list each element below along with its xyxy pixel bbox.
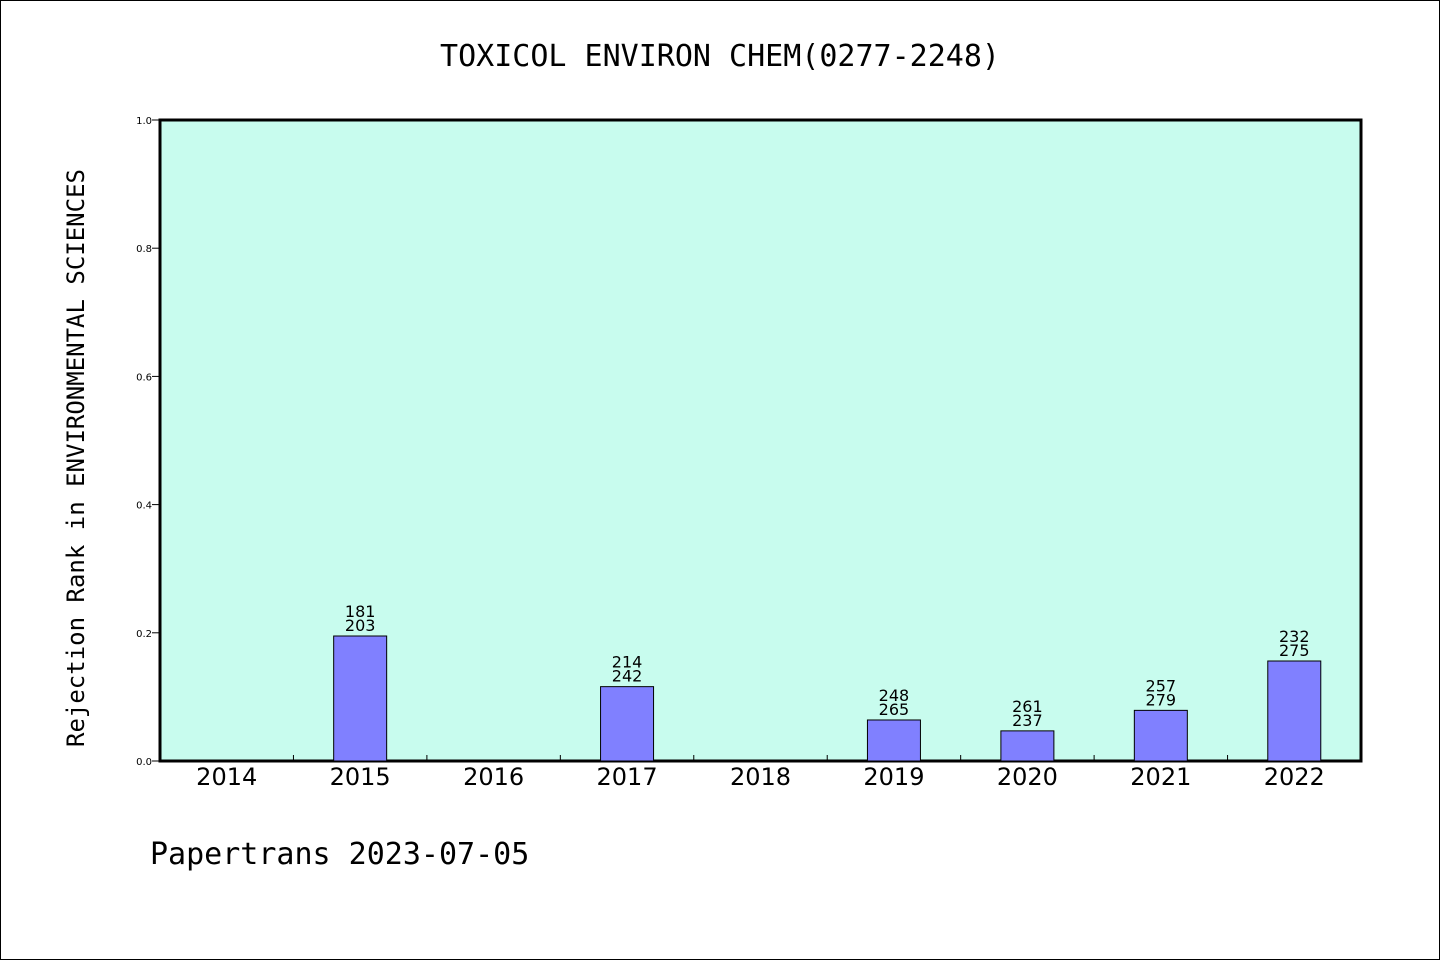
chart-title: TOXICOL ENVIRON CHEM(0277-2248) — [440, 39, 1000, 74]
x-tick-label: 2022 — [1264, 763, 1325, 791]
x-tick-label: 2019 — [863, 763, 924, 791]
bar-label-top: 232 — [1279, 627, 1310, 646]
x-tick-label: 2020 — [997, 763, 1058, 791]
bar-label-bottom: 242 — [612, 667, 643, 686]
x-tick-label: 2015 — [330, 763, 391, 791]
bar-2019 — [866, 719, 921, 762]
bar-label-top: 261 — [1012, 697, 1043, 716]
bar-2015 — [333, 635, 388, 762]
y-tick-label: 1.0 — [136, 116, 152, 127]
x-tick-label: 2018 — [730, 763, 791, 791]
x-tick-label: 2014 — [196, 763, 257, 791]
bar-label-bottom: 237 — [1012, 711, 1043, 730]
bar-label-bottom: 203 — [345, 616, 376, 635]
y-tick-label: 0.8 — [136, 244, 152, 255]
bar-2020 — [1000, 730, 1055, 762]
y-tick-label: 0.4 — [136, 501, 152, 512]
y-tick-label: 0.6 — [136, 372, 152, 383]
x-axis-ticks: 2014 2015 2016 2017 2018 2019 2020 2021 2022 — [196, 755, 1325, 791]
x-tick-label: 2017 — [597, 763, 658, 791]
bar-label-top: 257 — [1146, 676, 1177, 695]
bar-2017 — [600, 686, 655, 762]
y-axis-ticks: 0.0 0.2 0.4 0.6 0.8 1.0 — [136, 116, 160, 768]
y-tick-label: 0.2 — [136, 629, 152, 640]
x-tick-label: 2021 — [1130, 763, 1191, 791]
bar-2022 — [1267, 660, 1322, 762]
footer-credit: Papertrans 2023-07-05 — [150, 837, 529, 872]
bar-label-top: 214 — [612, 653, 643, 672]
y-axis-label: Rejection Rank in ENVIRONMENTAL SCIENCES — [62, 169, 90, 747]
bar-label-bottom: 275 — [1279, 641, 1310, 660]
x-tick-label: 2016 — [463, 763, 524, 791]
bar-2021 — [1133, 709, 1188, 762]
bar-label-bottom: 265 — [879, 700, 910, 719]
bars — [333, 635, 1322, 762]
y-tick-label: 0.0 — [136, 757, 152, 768]
bar-label-top: 181 — [345, 602, 376, 621]
bar-label-bottom: 279 — [1146, 690, 1177, 709]
bar-label-top: 248 — [879, 686, 910, 705]
